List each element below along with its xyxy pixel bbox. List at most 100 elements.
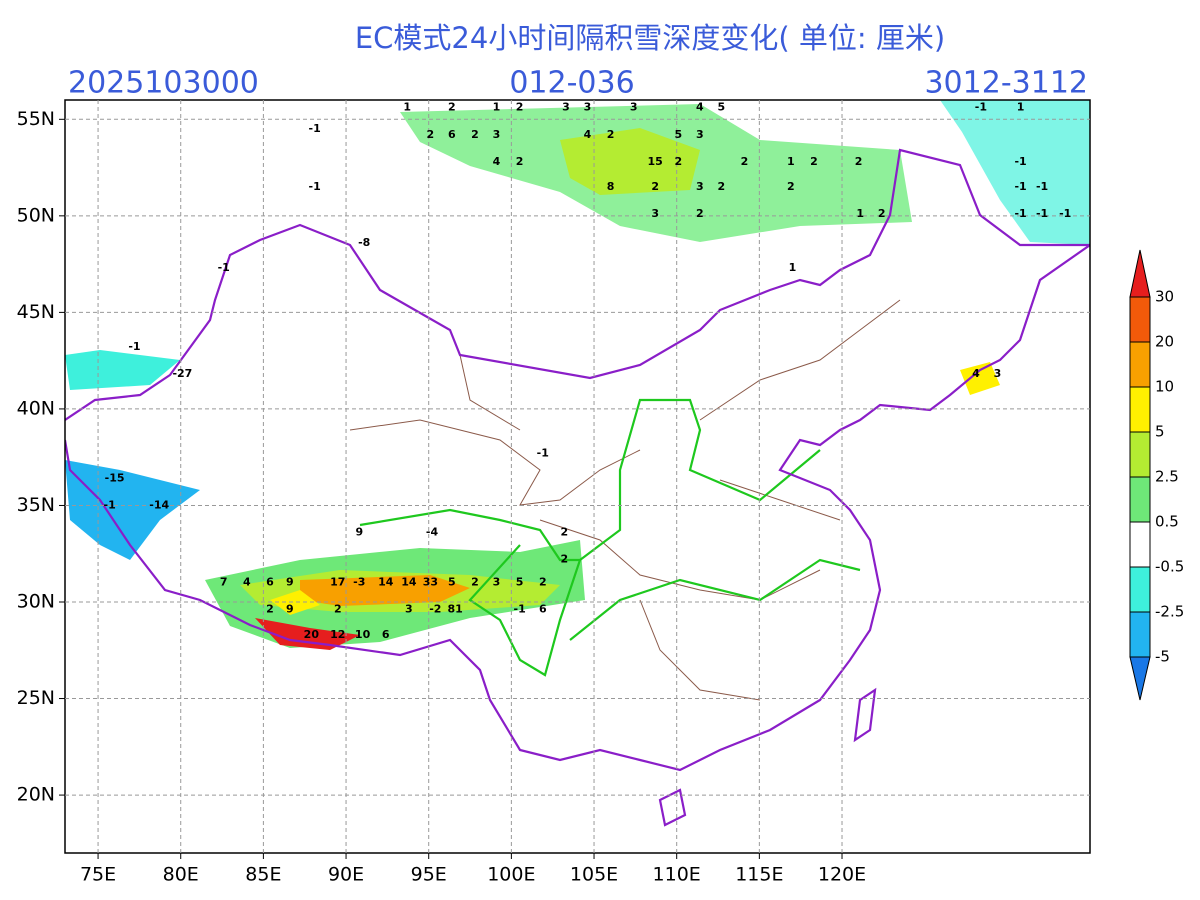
value-label: 81	[448, 603, 463, 616]
y-tick-label: 30N	[17, 591, 55, 613]
river-outline	[359, 398, 861, 677]
value-label: 3	[405, 603, 413, 616]
country-border	[65, 148, 1090, 827]
value-label: 3	[696, 128, 704, 141]
value-label: 12	[330, 628, 345, 641]
colorbar-label: 2.5	[1155, 468, 1179, 486]
value-label: 2	[787, 180, 795, 193]
value-label: 2	[471, 128, 479, 141]
value-label: -1	[537, 446, 549, 459]
value-label: 5	[516, 576, 524, 589]
colorbar-label: 10	[1155, 378, 1174, 396]
value-label: -4	[426, 525, 439, 538]
colorbar-segment	[1129, 386, 1151, 433]
colorbar-segment	[1129, 249, 1151, 298]
colorbar-segment	[1129, 521, 1151, 568]
colorbar-label: -5	[1155, 648, 1170, 666]
value-label: 5	[448, 576, 456, 589]
colorbar-label: 0.5	[1155, 513, 1179, 531]
value-label: 3	[493, 576, 501, 589]
y-tick-label: 55N	[17, 108, 55, 130]
value-label: -1	[1014, 207, 1026, 220]
value-label: 3	[651, 207, 659, 220]
value-label: 3	[584, 101, 592, 114]
colorbar-segment	[1129, 431, 1151, 478]
value-label: 7	[220, 576, 228, 589]
x-tick-label: 100E	[487, 864, 535, 886]
province-boundaries	[349, 299, 901, 701]
value-label: 6	[382, 628, 390, 641]
value-label: 4	[493, 155, 501, 168]
value-label: 2	[539, 576, 547, 589]
value-label: -1	[104, 498, 116, 511]
value-label: 2	[334, 603, 342, 616]
map-layer	[65, 100, 1090, 827]
value-label: 17	[330, 576, 345, 589]
value-label: -1	[309, 180, 321, 193]
forecast-hours: 012-036	[509, 66, 634, 101]
value-label: 1	[787, 155, 795, 168]
value-label: -1	[975, 101, 987, 114]
snow-field	[65, 100, 1090, 650]
value-label: -8	[358, 236, 370, 249]
value-label: 2	[448, 101, 456, 114]
value-label: 2	[810, 155, 818, 168]
value-label: 6	[539, 603, 547, 616]
value-label: 2	[560, 553, 568, 566]
value-label: -15	[105, 471, 125, 484]
y-tick-label: 20N	[17, 784, 55, 806]
value-label: 3	[562, 101, 570, 114]
value-label: -2	[429, 603, 441, 616]
value-label: -1	[1036, 207, 1048, 220]
value-label: 2	[696, 207, 704, 220]
value-label: 1	[493, 101, 501, 114]
value-label: -1	[309, 122, 321, 135]
value-label: -1	[514, 603, 526, 616]
colorbar-label: -0.5	[1155, 558, 1184, 576]
colorbar-segment	[1129, 566, 1151, 613]
value-label: -1	[128, 340, 140, 353]
value-label: 2	[675, 155, 683, 168]
value-label: 2	[607, 128, 615, 141]
y-tick-label: 35N	[17, 494, 55, 516]
colorbar-label: 30	[1155, 288, 1174, 306]
value-label: 4	[972, 367, 980, 380]
colorbar-segment	[1129, 296, 1151, 343]
colorbar-label: 5	[1155, 423, 1165, 441]
value-label: 2	[878, 207, 886, 220]
valid-period: 3012-3112	[924, 66, 1088, 101]
x-tick-label: 110E	[653, 864, 701, 886]
value-label: 1	[403, 101, 411, 114]
value-label: -27	[172, 367, 192, 380]
value-label: 2	[718, 180, 726, 193]
colorbar-segment	[1129, 476, 1151, 523]
value-label: 2	[560, 525, 568, 538]
init-time: 2025103000	[68, 66, 259, 101]
y-tick-label: 45N	[17, 301, 55, 323]
x-tick-label: 85E	[245, 864, 281, 886]
value-label: 3	[630, 101, 638, 114]
value-label: -1	[1036, 180, 1048, 193]
value-label: -1	[218, 261, 230, 274]
value-label: 1	[789, 261, 797, 274]
value-label: 4	[243, 576, 251, 589]
x-tick-label: 120E	[818, 864, 866, 886]
value-label: -1	[1014, 155, 1026, 168]
value-label: 2	[266, 603, 274, 616]
value-label: -1	[1014, 180, 1026, 193]
value-label: 1	[856, 207, 864, 220]
value-label: 5	[675, 128, 683, 141]
value-label: 6	[266, 576, 274, 589]
value-label: 14	[378, 576, 394, 589]
value-label: 10	[355, 628, 371, 641]
value-label: 3	[493, 128, 501, 141]
value-label: 5	[718, 101, 726, 114]
colorbar-segment	[1129, 341, 1151, 388]
title: EC模式24小时间隔积雪深度变化( 单位: 厘米)	[355, 21, 945, 55]
value-label: -14	[149, 498, 169, 511]
value-label: 6	[448, 128, 456, 141]
value-label: 8	[607, 180, 615, 193]
value-label: 1	[1017, 101, 1025, 114]
value-label: 15	[648, 155, 663, 168]
